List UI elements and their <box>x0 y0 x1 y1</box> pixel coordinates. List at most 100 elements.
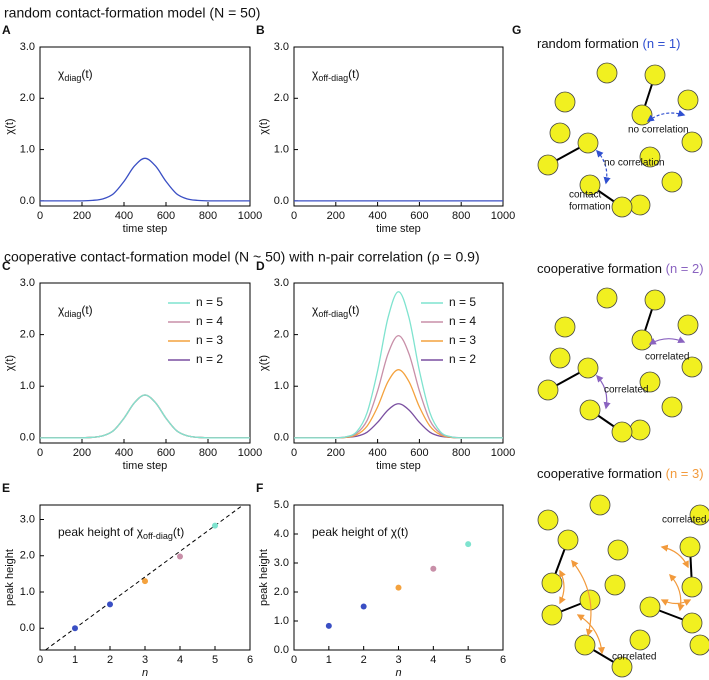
correlation-arrow <box>646 109 686 122</box>
line <box>40 394 250 439</box>
residue <box>689 504 709 526</box>
line <box>40 157 250 202</box>
y-tick-label: 3.0 <box>274 41 289 53</box>
y-tick-label: 2.0 <box>274 586 289 598</box>
point <box>325 622 332 629</box>
correlation-arrow <box>596 374 611 410</box>
correlation-label: correlated <box>645 352 689 363</box>
x-tick-label: 2 <box>361 654 367 666</box>
legend-label: n = 2 <box>449 352 476 366</box>
residue <box>579 174 601 196</box>
note: formation <box>569 202 611 213</box>
residue <box>639 596 661 618</box>
x-axis-label: time step <box>123 460 168 472</box>
annotation: peak height of χoff-diag(t) <box>58 525 184 541</box>
y-tick-label: 1.0 <box>20 143 35 155</box>
panel-label: E <box>2 481 10 495</box>
residue <box>589 494 611 516</box>
residue <box>644 289 666 311</box>
y-axis-label: χ(t) <box>258 355 270 371</box>
x-tick-label: 1000 <box>491 447 515 459</box>
annotation-prefix: peak height of <box>312 525 391 539</box>
section-title-text: random formation <box>537 36 643 51</box>
residue <box>639 371 661 393</box>
legend-label: n = 4 <box>449 314 476 328</box>
x-tick-label: 400 <box>115 210 133 222</box>
y-tick-label: 0.0 <box>274 195 289 207</box>
x-axis-label: time step <box>123 223 168 235</box>
annotation-symbol: χ <box>312 303 319 317</box>
correlation-arrow <box>660 599 692 606</box>
point <box>72 625 78 632</box>
y-axis-label: peak height <box>258 549 270 606</box>
line <box>294 403 503 439</box>
x-tick-label: 800 <box>452 447 470 459</box>
x-tick-label: 6 <box>247 654 253 666</box>
legend-label: n = 2 <box>196 352 223 366</box>
x-tick-label: 5 <box>212 654 218 666</box>
point <box>465 541 472 548</box>
residue <box>661 396 683 418</box>
residue <box>639 146 661 168</box>
y-tick-label: 1.0 <box>274 143 289 155</box>
residue <box>611 656 633 678</box>
section-title: cooperative formation (n = 2) <box>537 261 704 276</box>
residue <box>611 196 633 218</box>
heading: random contact-formation model (N = 50) <box>4 5 260 21</box>
y-tick-label: 1.0 <box>274 380 289 392</box>
residue <box>574 634 596 656</box>
annotation-subscript: off-diag <box>318 309 348 319</box>
x-axis-label: n <box>395 667 401 679</box>
residue <box>629 629 651 651</box>
x-tick-label: 200 <box>73 210 91 222</box>
y-axis-label: χ(t) <box>4 118 16 134</box>
correlation-label: correlated <box>662 515 706 526</box>
x-tick-label: 4 <box>177 654 183 666</box>
residue <box>577 357 599 379</box>
x-tick-label: 1 <box>72 654 78 666</box>
y-tick-label: 5.0 <box>274 499 289 511</box>
annotation: χdiag(t) <box>58 67 93 83</box>
residue <box>541 604 563 626</box>
y-tick-label: 1.0 <box>20 380 35 392</box>
x-tick-label: 0 <box>37 654 43 666</box>
x-tick-label: 200 <box>327 447 345 459</box>
residue <box>554 316 576 338</box>
panel-label: G <box>512 23 521 37</box>
annotation: χoff-diag(t) <box>312 67 360 83</box>
y-tick-label: 0.0 <box>20 622 35 634</box>
section-title-note: (n = 1) <box>643 36 681 51</box>
y-tick-label: 1.0 <box>274 615 289 627</box>
annotation-argument: (t) <box>81 303 92 317</box>
x-axis-label: time step <box>376 460 421 472</box>
y-tick-label: 1.0 <box>20 586 35 598</box>
annotation-argument: (t) <box>81 67 92 81</box>
plot-frame <box>39 46 251 207</box>
x-tick-label: 4 <box>430 654 436 666</box>
x-tick-label: 600 <box>157 210 175 222</box>
annotation-symbol: χ <box>312 67 319 81</box>
y-tick-label: 0.0 <box>274 644 289 656</box>
residue <box>549 347 571 369</box>
annotation-argument: (t) <box>348 303 359 317</box>
section-title: cooperative formation (n = 3) <box>537 466 704 481</box>
residue <box>549 122 571 144</box>
x-tick-label: 1 <box>326 654 332 666</box>
y-tick-label: 3.0 <box>274 557 289 569</box>
x-tick-label: 200 <box>73 447 91 459</box>
residue <box>537 509 559 531</box>
section-title-note: (n = 3) <box>666 466 704 481</box>
point <box>360 603 367 610</box>
correlation-label: no correlation <box>604 158 665 169</box>
line <box>40 394 250 439</box>
panel-label: A <box>2 23 11 37</box>
panel-label: C <box>2 259 11 273</box>
residue <box>661 171 683 193</box>
legend-label: n = 5 <box>196 295 223 309</box>
correlation-label: correlated <box>604 385 648 396</box>
correlation-arrow <box>648 336 686 345</box>
point <box>177 553 183 560</box>
correlation-arrow <box>596 149 611 185</box>
residue <box>579 399 601 421</box>
